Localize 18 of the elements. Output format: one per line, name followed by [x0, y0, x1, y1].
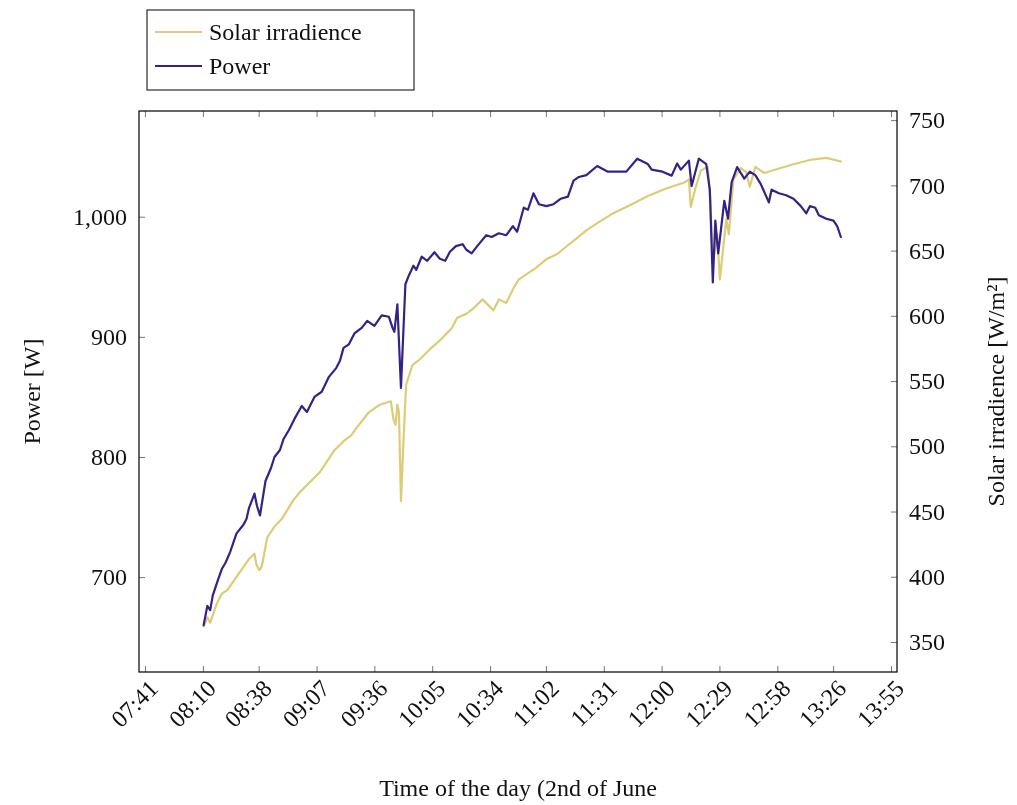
- y2-tick-label: 450: [909, 498, 945, 525]
- y-tick-label: 1,000: [73, 203, 127, 230]
- y2-tick-label: 400: [909, 563, 945, 590]
- y2-tick-label: 650: [909, 237, 945, 264]
- y2-tick-label: 600: [909, 303, 945, 330]
- y2-axis-title: Solar irradience [W/m²]: [983, 276, 1009, 507]
- y-tick-label: 700: [91, 564, 127, 591]
- y2-tick-label: 550: [909, 368, 945, 395]
- y2-tick-label: 700: [909, 172, 945, 199]
- y2-tick-label: 750: [909, 107, 945, 134]
- legend-label: Solar irradience: [209, 19, 362, 45]
- y-tick-label: 800: [91, 444, 127, 471]
- legend-label: Power: [209, 53, 271, 79]
- x-axis-title: Time of the day (2nd of June: [379, 775, 657, 801]
- y-tick-label: 900: [91, 324, 127, 351]
- y2-tick-label: 350: [909, 629, 945, 656]
- y-axis-title: Power [W]: [19, 338, 45, 445]
- y2-tick-label: 500: [909, 433, 945, 460]
